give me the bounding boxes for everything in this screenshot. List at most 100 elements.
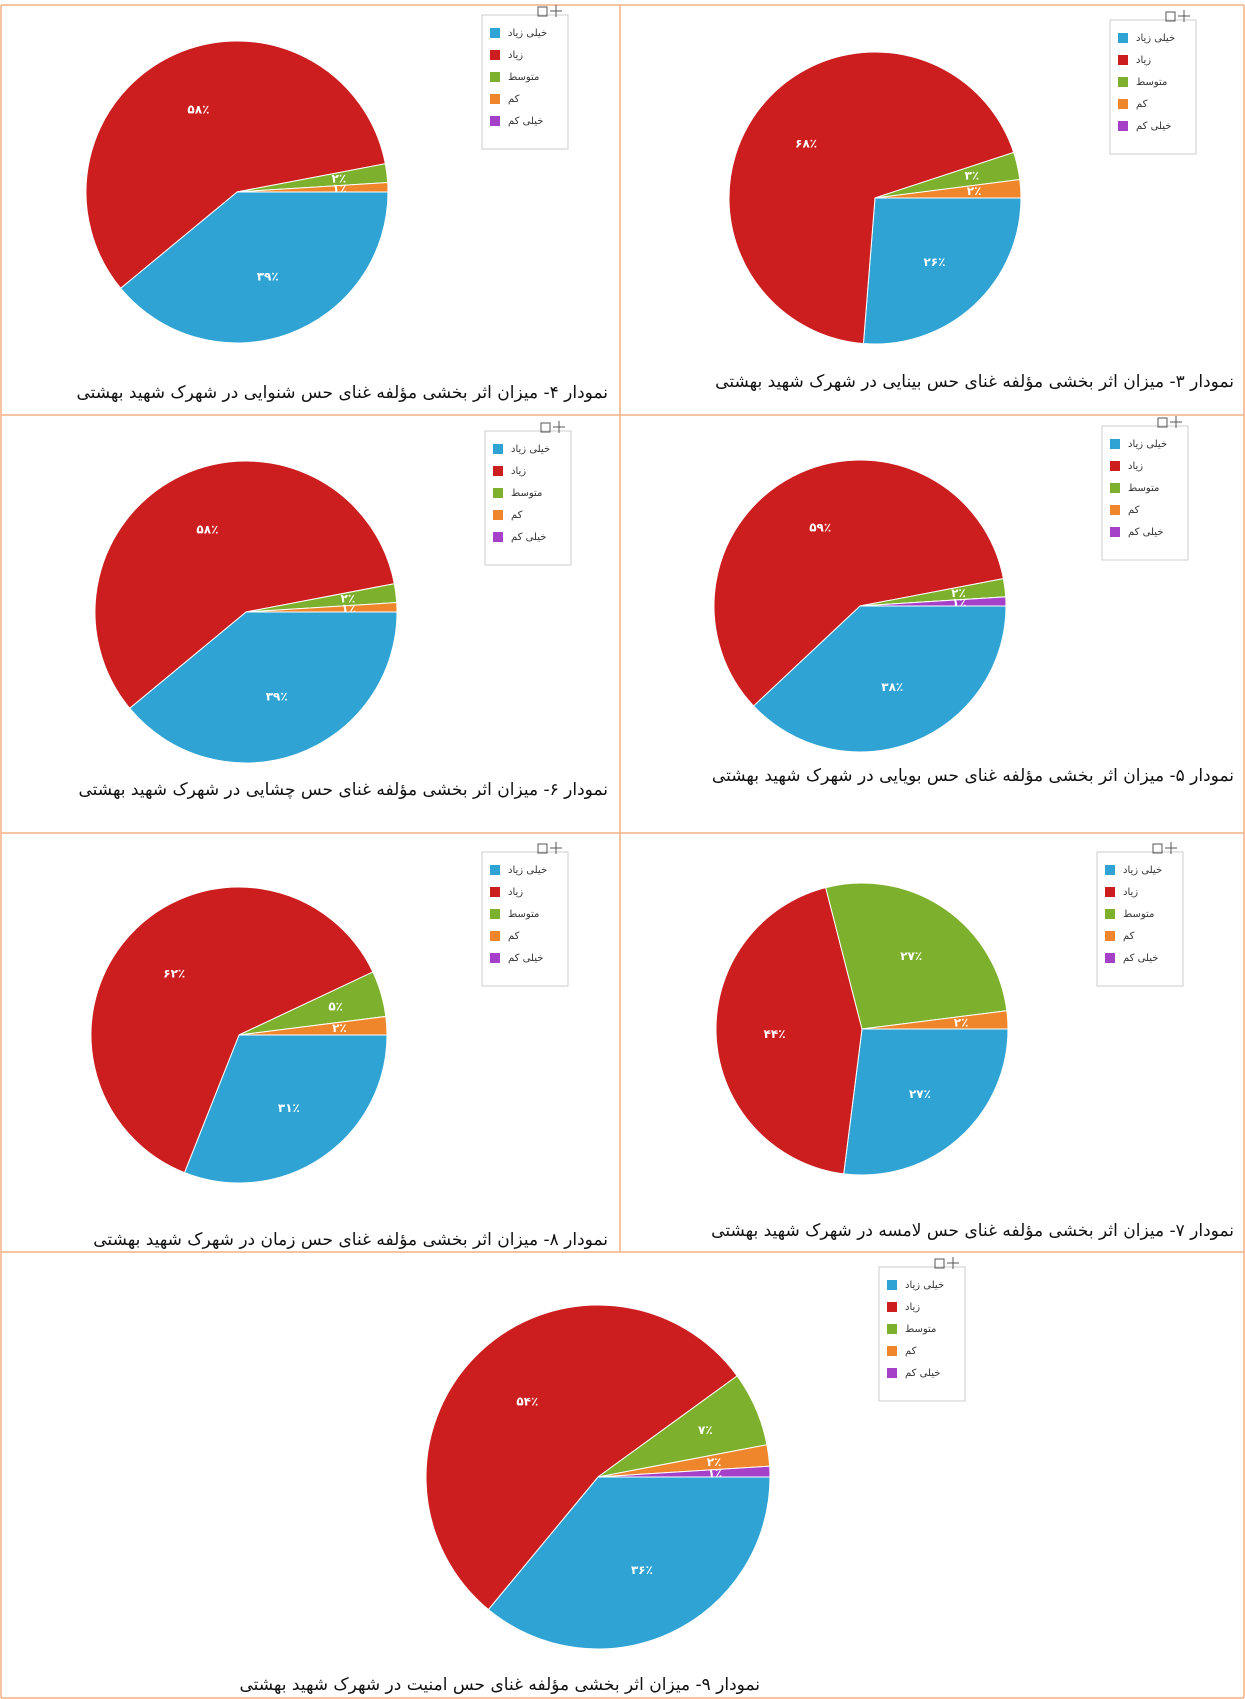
legend-swatch bbox=[490, 28, 500, 38]
legend-label: کم bbox=[1136, 99, 1148, 110]
legend-label: زیاد bbox=[508, 887, 523, 898]
legend-label: کم bbox=[511, 510, 523, 521]
legend-swatch bbox=[1105, 887, 1115, 897]
legend-label: خیلی کم bbox=[1123, 953, 1158, 964]
chart-caption: نمودار ۳- میزان اثر بخشی مؤلفه غنای حس ب… bbox=[715, 372, 1234, 392]
legend-swatch bbox=[493, 444, 503, 454]
legend-swatch bbox=[1110, 461, 1120, 471]
legend-swatch bbox=[490, 909, 500, 919]
legend-label: زیاد bbox=[511, 466, 526, 477]
legend-swatch bbox=[490, 931, 500, 941]
chart-caption: نمودار ۹- میزان اثر بخشی مؤلفه غنای حس ا… bbox=[239, 1675, 760, 1695]
legend-swatch bbox=[1110, 527, 1120, 537]
page: ۳۹٪ ۵۸٪ ۲٪ ۱٪ خیلی زیاد زیاد متوسط کم خیلی کم نمو… bbox=[0, 0, 1245, 1699]
legend-swatch bbox=[887, 1302, 897, 1312]
slice-label: ۶۲٪ bbox=[163, 967, 185, 981]
legend-swatch bbox=[490, 865, 500, 875]
pie-slice bbox=[863, 198, 1021, 344]
legend: خیلی زیاد زیاد متوسط کم خیلی کم bbox=[485, 421, 571, 565]
legend-swatch bbox=[490, 72, 500, 82]
slice-label: ۱٪ bbox=[332, 181, 347, 195]
legend-swatch bbox=[1118, 99, 1128, 109]
legend-label: زیاد bbox=[1123, 887, 1138, 898]
legend-swatch bbox=[493, 510, 503, 520]
slice-label: ۲٪ bbox=[332, 1021, 347, 1035]
legend-label: کم bbox=[508, 931, 520, 942]
legend-swatch bbox=[490, 50, 500, 60]
slice-label: ۳۶٪ bbox=[631, 1563, 653, 1577]
legend-label: کم bbox=[905, 1346, 917, 1357]
legend-swatch bbox=[887, 1346, 897, 1356]
slice-label: ۲۷٪ bbox=[909, 1087, 931, 1101]
slice-label: ۶۸٪ bbox=[795, 136, 817, 150]
slice-label: ۳۹٪ bbox=[266, 690, 288, 704]
legend: خیلی زیاد زیاد متوسط کم خیلی کم bbox=[879, 1257, 965, 1401]
legend-label: متوسط bbox=[1123, 909, 1154, 920]
legend-swatch bbox=[1110, 483, 1120, 493]
legend: خیلی زیادزیادمتوسطکمخیلی کم bbox=[1102, 416, 1188, 560]
legend-swatch bbox=[1105, 953, 1115, 963]
slice-label: ۳۸٪ bbox=[881, 680, 903, 694]
pie-chart: ۲۶٪۶۸٪۳٪۲٪خیلی زیادزیادمتوسطکمخیلی کمنمو… bbox=[715, 10, 1234, 392]
legend-label: خیلی زیاد bbox=[508, 28, 547, 39]
legend-swatch bbox=[490, 94, 500, 104]
pie-chart: ۳۶٪۵۴٪۷٪۲٪۱٪خیلی زیادزیادمتوسطکمخیلی کمن… bbox=[239, 1257, 965, 1695]
slice-label: ۱٪ bbox=[952, 595, 967, 609]
legend-swatch bbox=[1118, 55, 1128, 65]
slice-label: ۵٪ bbox=[328, 999, 343, 1013]
chart-caption: نمودار ۸- میزان اثر بخشی مؤلفه غنای حس ز… bbox=[93, 1230, 608, 1250]
legend-label: خیلی زیاد bbox=[1123, 865, 1162, 876]
legend-label: زیاد bbox=[1128, 461, 1143, 472]
chart-caption: نمودار ۵- میزان اثر بخشی مؤلفه غنای حس ب… bbox=[712, 766, 1234, 786]
chart-caption: نمودار ۶- میزان اثر بخشی مؤلفه غنای حس چ… bbox=[78, 780, 608, 800]
legend-label: خیلی کم bbox=[905, 1368, 940, 1379]
pie-slice bbox=[844, 1029, 1008, 1175]
slice-label: ۲۷٪ bbox=[900, 949, 922, 963]
legend-label: متوسط bbox=[508, 72, 539, 83]
slice-label: ۵۸٪ bbox=[196, 523, 218, 537]
legend-label: خیلی زیاد bbox=[1136, 33, 1175, 44]
legend-label: زیاد bbox=[905, 1302, 920, 1313]
slice-label: ۵۴٪ bbox=[516, 1394, 538, 1408]
legend-label: خیلی زیاد bbox=[1128, 439, 1167, 450]
slice-label: ۴۴٪ bbox=[764, 1027, 786, 1041]
legend-label: متوسط bbox=[905, 1324, 936, 1335]
legend-label: خیلی کم bbox=[511, 532, 546, 543]
slice-label: ۲٪ bbox=[954, 1015, 969, 1029]
legend-swatch bbox=[1118, 33, 1128, 43]
chart-caption: نمودار ۴- میزان اثر بخشی مؤلفه غنای حس ش… bbox=[76, 383, 608, 403]
legend-label: زیاد bbox=[1136, 55, 1151, 66]
legend-swatch bbox=[493, 466, 503, 476]
legend-swatch bbox=[1105, 909, 1115, 919]
legend-label: خیلی زیاد bbox=[905, 1280, 944, 1291]
legend-label: خیلی زیاد bbox=[508, 865, 547, 876]
legend-label: خیلی کم bbox=[508, 116, 543, 127]
legend-label: متوسط bbox=[1136, 77, 1167, 88]
chart-caption: نمودار ۷- میزان اثر بخشی مؤلفه غنای حس ل… bbox=[711, 1221, 1234, 1241]
slice-label: ۵۹٪ bbox=[809, 520, 831, 534]
legend-label: زیاد bbox=[508, 50, 523, 61]
legend-label: متوسط bbox=[511, 488, 542, 499]
legend-swatch bbox=[1118, 121, 1128, 131]
legend-swatch bbox=[887, 1324, 897, 1334]
legend-swatch bbox=[493, 532, 503, 542]
legend-swatch bbox=[887, 1368, 897, 1378]
legend-label: خیلی زیاد bbox=[511, 444, 550, 455]
slice-label: ۱٪ bbox=[708, 1466, 723, 1480]
pie-chart: ۳۹٪۵۸٪۲٪۱٪خیلی زیادزیادمتوسطکمخیلی کمنمو… bbox=[78, 421, 608, 800]
slice-label: ۳۱٪ bbox=[278, 1101, 300, 1115]
legend-label: خیلی کم bbox=[1136, 121, 1171, 132]
legend-label: متوسط bbox=[1128, 483, 1159, 494]
slice-label: ۷٪ bbox=[698, 1423, 713, 1437]
legend: خیلی زیاد زیاد متوسط کم خیلی کم bbox=[1110, 10, 1196, 154]
slice-label: ۵۸٪ bbox=[187, 103, 209, 117]
legend-swatch bbox=[887, 1280, 897, 1290]
legend-swatch bbox=[490, 116, 500, 126]
legend-label: خیلی کم bbox=[508, 953, 543, 964]
